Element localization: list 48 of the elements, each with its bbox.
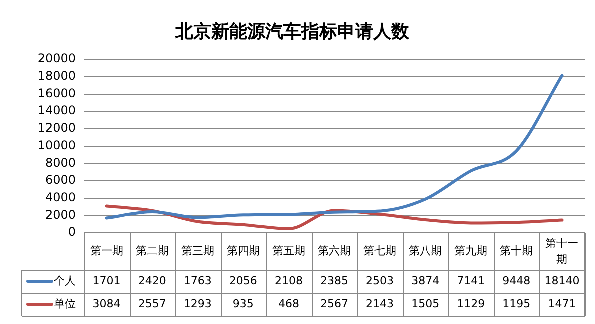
x-tick-label: 第五期 [272,244,306,258]
data-label: 2056 [229,274,258,288]
y-tick-label: 20000 [38,52,76,66]
data-label: 2557 [138,297,166,310]
data-label: 7141 [457,274,486,288]
y-tick-label: 18000 [38,69,76,84]
data-label: 468 [278,297,300,310]
y-tick-label: 2000 [45,208,76,222]
y-tick-label: 4000 [45,190,76,204]
x-tick-label: 第九期 [454,244,488,258]
data-label: 2420 [138,274,166,288]
x-tick-label: 第六期 [318,244,351,258]
data-label: 2503 [366,274,394,288]
data-label: 1763 [184,274,212,288]
y-tick-label: 6000 [45,173,76,188]
line-series [105,74,564,220]
data-label: 935 [232,297,254,310]
x-tick-label: 第三期 [181,244,214,258]
legend-label: 单位 [54,297,76,310]
data-label: 2567 [320,297,348,310]
y-tick-label: 0 [68,225,76,240]
x-tick-label: 第八期 [409,244,442,258]
x-tick-label: 第十期 [500,244,534,258]
data-label: 2385 [320,274,348,288]
x-tick-label: 第四期 [226,244,260,258]
data-label: 1195 [502,297,531,310]
data-label: 1471 [548,297,576,310]
chart-title: 北京新能源汽车指标申请人数 [174,21,410,42]
data-label: 1129 [457,297,486,310]
y-tick-label: 8000 [45,156,76,170]
data-label: 18140 [544,274,580,288]
x-tick-label: 第一期 [90,244,124,258]
data-label: 3084 [92,297,121,310]
data-label: 2108 [274,274,303,288]
data-label: 1505 [412,297,440,310]
data-label: 1701 [92,274,121,288]
y-tick-label: 12000 [38,121,76,136]
x-tick-label: 第二期 [136,244,169,258]
legend-label: 个人 [54,274,76,288]
data-label: 3874 [412,274,440,288]
y-tick-label: 14000 [38,104,76,118]
y-tick-label: 16000 [38,86,76,100]
x-tick-label: 第十一期 [546,236,579,266]
x-tick-label: 第七期 [364,244,397,258]
data-label: 1293 [184,297,212,310]
y-tick-label: 10000 [38,138,76,152]
data-label: 9448 [502,274,531,288]
data-label: 2143 [366,297,394,310]
